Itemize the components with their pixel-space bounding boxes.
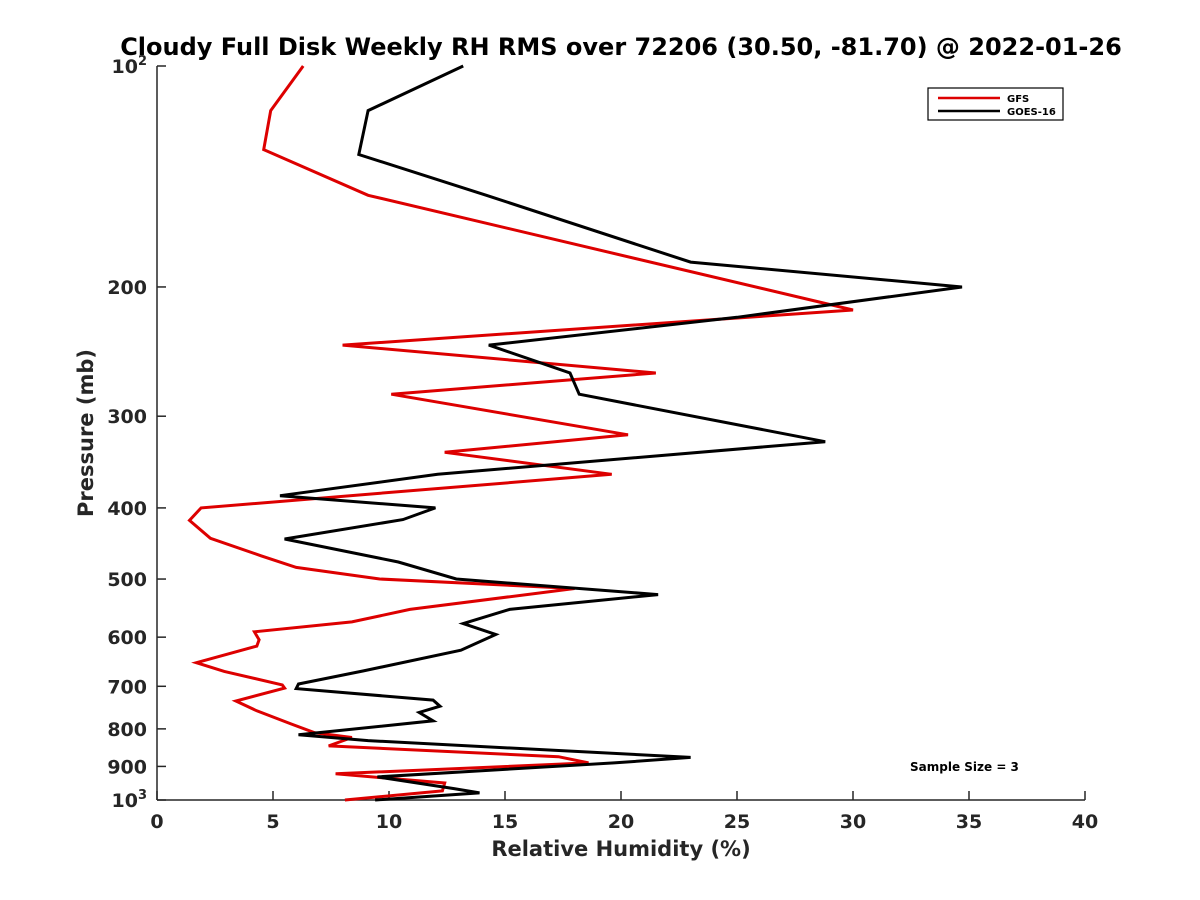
plot-area: 0 5 10 15 20 25 30 35 40 102 200 300 400 500 600 700 800…: [107, 54, 1098, 833]
x-axis-label: Relative Humidity (%): [491, 837, 750, 861]
x-tick-label: 30: [840, 811, 866, 833]
y-tick-label: 200: [107, 277, 147, 299]
x-tick-label: 35: [956, 811, 982, 833]
series-line-goes-16: [279, 64, 963, 802]
y-tick-label: 400: [107, 498, 147, 520]
y-tick-label: 600: [107, 627, 147, 649]
x-tick-label: 0: [150, 811, 163, 833]
x-tick-label: 10: [376, 811, 402, 833]
y-tick-label: 700: [107, 676, 147, 698]
y-axis-label: Pressure (mb): [74, 349, 98, 517]
x-tick-label: 25: [724, 811, 750, 833]
y-tick-label: 300: [107, 406, 147, 428]
x-tick-label: 15: [492, 811, 518, 833]
y-tick-label: 900: [107, 756, 147, 778]
y-tick-label: 103: [112, 788, 148, 812]
legend-label-gfs: GFS: [1007, 94, 1029, 105]
sample-size-annotation: Sample Size = 3: [910, 760, 1019, 774]
y-tick-label: 102: [112, 54, 148, 78]
y-tick-label: 500: [107, 569, 147, 591]
legend-box: [927, 87, 1064, 121]
x-tick-label: 5: [266, 811, 279, 833]
series-line-gfs: [187, 65, 854, 802]
y-tick-label: 800: [107, 719, 147, 741]
legend-label-goes-16: GOES-16: [1007, 107, 1056, 118]
legend: GFS GOES-16: [927, 87, 1064, 121]
x-tick-label: 40: [1072, 811, 1098, 833]
chart-title: Cloudy Full Disk Weekly RH RMS over 7220…: [120, 33, 1122, 61]
x-tick-label: 20: [608, 811, 634, 833]
